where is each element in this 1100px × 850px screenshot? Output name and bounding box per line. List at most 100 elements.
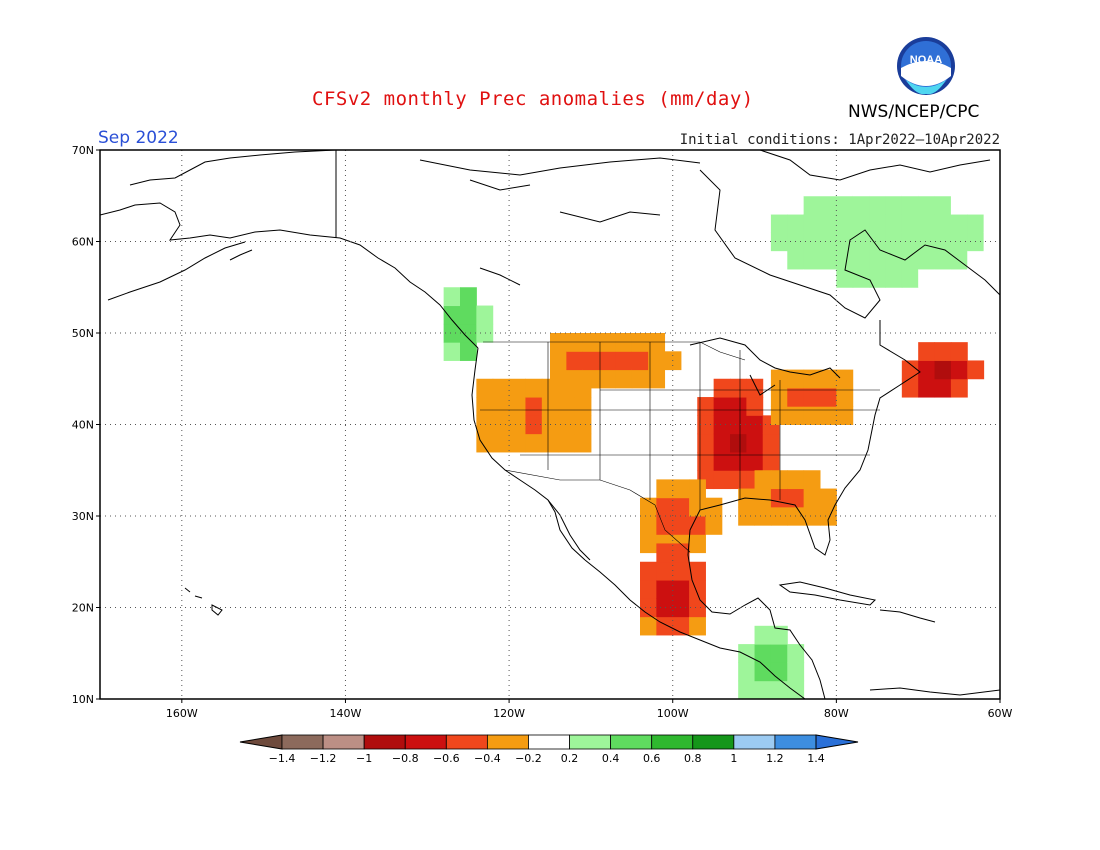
anomaly-cell bbox=[754, 625, 772, 645]
anomaly-cell bbox=[689, 561, 706, 581]
colorbar-arrow-right bbox=[815, 734, 859, 750]
anomaly-cell bbox=[901, 360, 919, 380]
anomaly-cell bbox=[770, 470, 788, 490]
anomaly-cell bbox=[541, 378, 559, 398]
anomaly-cell bbox=[582, 351, 600, 371]
anomaly-cell bbox=[836, 195, 854, 215]
anomaly-cell bbox=[787, 369, 805, 389]
anomaly-cell bbox=[770, 644, 788, 663]
anomaly-cell bbox=[689, 616, 706, 636]
anomaly-cell bbox=[852, 250, 870, 270]
anomaly-cell bbox=[803, 214, 821, 233]
anomaly-cell bbox=[754, 644, 772, 663]
anomaly-cell bbox=[803, 387, 821, 407]
anomaly-cell bbox=[615, 333, 633, 352]
anomaly-cell bbox=[820, 214, 837, 233]
anomaly-cell bbox=[443, 342, 461, 361]
anomaly-cell bbox=[648, 333, 666, 352]
anomaly-cell bbox=[770, 680, 788, 699]
anomaly-cell bbox=[443, 287, 461, 307]
lon-label: 60W bbox=[988, 707, 1013, 720]
anomaly-cell bbox=[869, 250, 886, 270]
anomaly-cell bbox=[950, 360, 968, 380]
anomaly-cell bbox=[492, 433, 510, 453]
anomaly-cell bbox=[983, 195, 1000, 215]
anomaly-cell bbox=[787, 387, 805, 407]
anomaly-cell bbox=[770, 195, 788, 215]
anomaly-cell bbox=[869, 214, 886, 233]
anomaly-cell bbox=[640, 598, 657, 618]
anomaly-cell bbox=[648, 369, 666, 389]
anomaly-cell bbox=[934, 378, 952, 398]
anomaly-cell bbox=[820, 387, 837, 407]
anomaly-cell bbox=[525, 415, 543, 435]
colorbar-label: −0.6 bbox=[433, 752, 460, 765]
anomaly-cell bbox=[460, 342, 477, 361]
colorbar-swatch bbox=[486, 734, 529, 750]
anomaly-cell bbox=[770, 387, 788, 407]
anomaly-cell bbox=[574, 433, 592, 453]
colorbar-label: 1 bbox=[730, 752, 737, 765]
anomaly-cell bbox=[689, 580, 706, 599]
anomaly-cell bbox=[885, 214, 903, 233]
anomaly-cell bbox=[672, 497, 690, 517]
anomaly-cell bbox=[901, 378, 919, 398]
anomaly-cell bbox=[476, 378, 494, 398]
anomaly-cell bbox=[852, 214, 870, 233]
anomaly-cell bbox=[746, 433, 764, 453]
anomaly-cell bbox=[754, 662, 772, 682]
anomaly-cell bbox=[787, 662, 805, 682]
anomaly-cell bbox=[640, 497, 657, 517]
anomaly-cell bbox=[754, 470, 772, 490]
lat-label: 30N bbox=[72, 510, 94, 523]
anomaly-cell bbox=[803, 195, 821, 215]
anomaly-cell bbox=[934, 250, 952, 270]
anomaly-cell bbox=[574, 378, 592, 398]
colorbar-swatch bbox=[528, 734, 570, 750]
anomaly-cell bbox=[509, 415, 526, 435]
anomaly-cell bbox=[787, 680, 805, 699]
anomaly-cell bbox=[492, 397, 510, 416]
anomaly-cell bbox=[558, 433, 576, 453]
anomaly-cell bbox=[950, 250, 968, 270]
anomaly-cell bbox=[918, 378, 936, 398]
anomaly-cell bbox=[443, 323, 461, 343]
anomaly-cell bbox=[574, 415, 592, 435]
anomaly-cell bbox=[787, 644, 805, 663]
anomaly-cell bbox=[934, 360, 952, 380]
anomaly-cell bbox=[803, 406, 821, 425]
anomaly-cell bbox=[820, 232, 837, 252]
agency-label: NWS/NCEP/CPC bbox=[848, 102, 980, 122]
colorbar-swatch bbox=[733, 734, 776, 750]
anomaly-cell bbox=[918, 360, 936, 380]
anomaly-cell bbox=[730, 470, 747, 490]
anomaly-cell bbox=[738, 680, 756, 699]
anomaly-cell bbox=[558, 378, 576, 398]
lat-label: 10N bbox=[72, 693, 94, 706]
anomaly-cell bbox=[885, 195, 903, 215]
colorbar-swatch bbox=[445, 734, 488, 750]
anomaly-cell bbox=[541, 433, 559, 453]
anomaly-cell bbox=[983, 232, 1000, 252]
anomaly-cell bbox=[901, 177, 919, 197]
anomaly-cell bbox=[820, 250, 837, 270]
anomaly-cell bbox=[705, 516, 723, 535]
anomaly-cell bbox=[787, 250, 805, 270]
anomaly-cell bbox=[901, 195, 919, 215]
colorbar-label: −1 bbox=[356, 752, 372, 765]
anomaly-cell bbox=[656, 598, 674, 618]
anomaly-cell bbox=[566, 333, 584, 352]
anomaly-cell bbox=[713, 451, 731, 471]
anomaly-cell bbox=[672, 479, 690, 499]
anomaly-cell bbox=[770, 662, 788, 682]
anomaly-cell bbox=[746, 415, 764, 435]
anomaly-cell bbox=[950, 214, 968, 233]
anomaly-cell bbox=[787, 470, 805, 490]
anomaly-cell bbox=[918, 195, 936, 215]
anomaly-cell bbox=[705, 497, 723, 517]
colorbar-swatch bbox=[569, 734, 612, 750]
anomaly-cell bbox=[640, 616, 657, 636]
anomaly-cell bbox=[934, 177, 952, 197]
anomaly-cell bbox=[492, 415, 510, 435]
anomaly-cell bbox=[582, 333, 600, 352]
